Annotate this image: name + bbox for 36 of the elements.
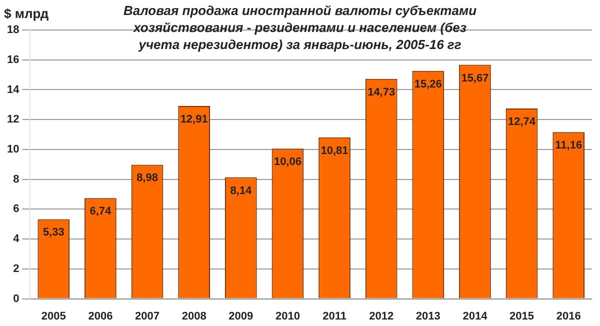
x-tick-label: 2011 <box>322 310 346 322</box>
data-label: 5,33 <box>42 226 64 239</box>
y-tick-label: 14 <box>6 84 20 96</box>
data-label: 8,14 <box>230 184 252 197</box>
x-tick-label: 2009 <box>228 310 254 322</box>
y-axis-title: $ млрд <box>4 6 49 21</box>
data-label: 10,06 <box>274 156 302 168</box>
data-label: 11,16 <box>555 140 582 152</box>
data-label: 15,26 <box>414 78 442 90</box>
x-tick-label: 2010 <box>275 310 300 322</box>
data-label: 12,74 <box>508 116 536 128</box>
data-label: 14,73 <box>368 86 396 98</box>
y-tick-label: 10 <box>6 144 20 156</box>
data-label: 6,74 <box>90 206 112 218</box>
x-tick-label: 2014 <box>462 310 488 322</box>
data-label: 8,98 <box>136 172 158 184</box>
y-tick-label: 18 <box>6 24 20 36</box>
data-label: 12,91 <box>180 114 208 126</box>
x-tick-label: 2016 <box>556 310 581 322</box>
x-tick-label: 2015 <box>510 310 534 322</box>
x-tick-label: 2006 <box>88 310 113 322</box>
x-tick-label: 2007 <box>135 310 160 322</box>
y-tick-label: 8 <box>13 173 20 186</box>
chart-title: Валовая продажа иностранной валюты субъектами хозяйствования - резидентами и населением (без учета нерезидентов) за январь-июнь, 2005-16 гг <box>122 2 478 53</box>
x-tick-label: 2005 <box>41 310 66 322</box>
y-tick-label: 12 <box>6 114 20 126</box>
y-tick-label: 0 <box>13 292 20 305</box>
data-label: 10,81 <box>320 144 348 157</box>
y-tick-label: 4 <box>13 233 20 246</box>
y-tick-label: 16 <box>6 54 20 66</box>
y-tick-label: 6 <box>13 203 20 216</box>
x-tick-label: 2008 <box>182 310 206 322</box>
x-tick-label: 2013 <box>416 310 440 322</box>
y-tick-label: 2 <box>13 262 20 275</box>
x-tick-label: 2012 <box>369 310 394 322</box>
data-label: 15,67 <box>461 72 489 84</box>
